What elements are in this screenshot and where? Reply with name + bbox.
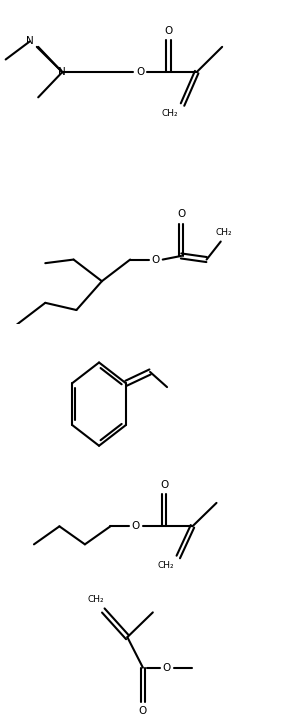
Text: O: O: [136, 67, 144, 77]
Text: O: O: [151, 255, 160, 265]
Text: O: O: [164, 26, 173, 35]
Text: CH₂: CH₂: [157, 562, 174, 570]
Text: O: O: [139, 707, 147, 717]
Text: O: O: [160, 480, 168, 490]
Text: N: N: [26, 37, 34, 46]
Text: N: N: [58, 67, 66, 77]
Text: CH₂: CH₂: [88, 595, 104, 603]
Text: O: O: [177, 210, 185, 219]
Text: O: O: [163, 663, 171, 673]
Text: CH₂: CH₂: [215, 228, 232, 237]
Text: CH₂: CH₂: [162, 109, 178, 118]
Text: O: O: [132, 521, 140, 531]
